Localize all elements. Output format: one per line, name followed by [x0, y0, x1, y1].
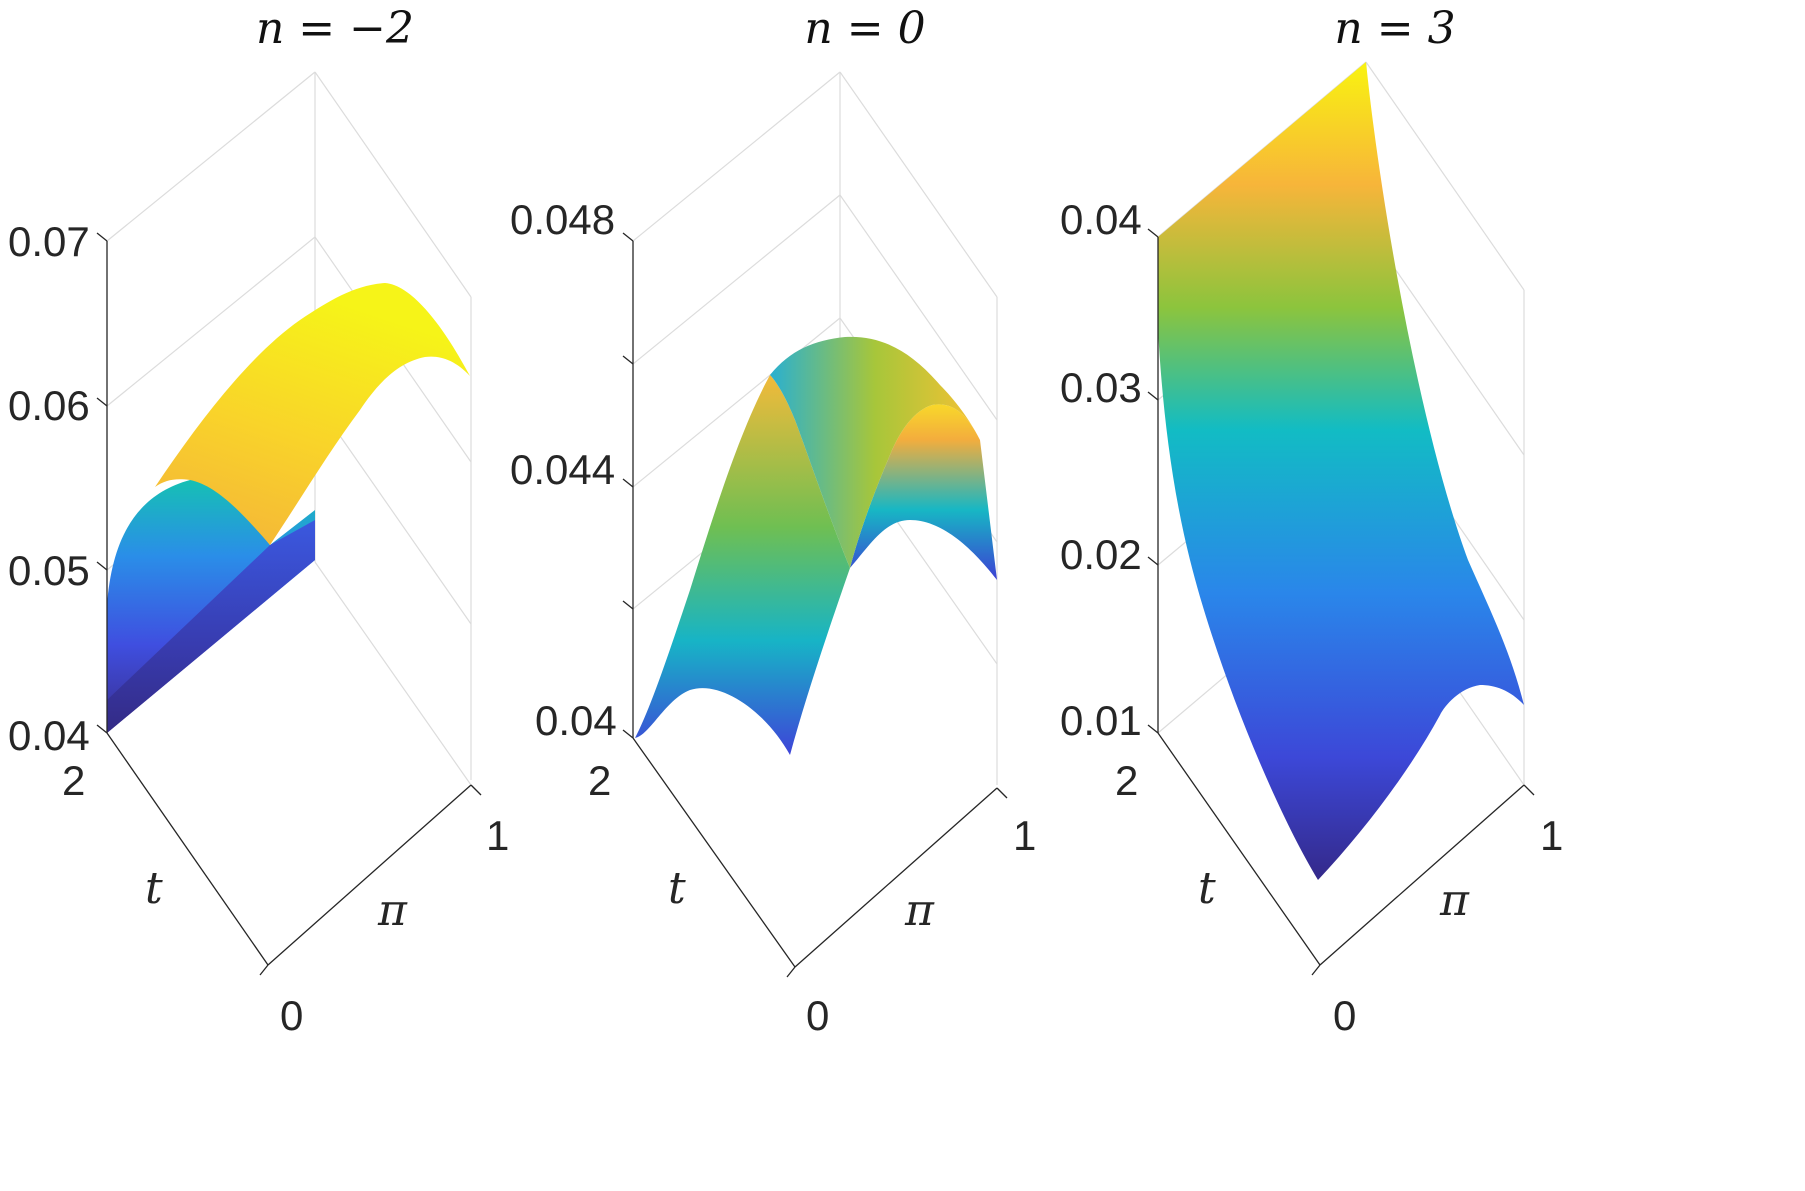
axes-panel-2: [622, 232, 1008, 978]
x-axis-label: π: [377, 885, 408, 936]
plot-panel-2: 0.048 0.044 0.04 2 0 1 t π: [510, 71, 1036, 1039]
x-tick-label: 0: [280, 992, 303, 1039]
t-tick-label: 2: [1115, 757, 1138, 804]
z-tick-label: 0.048: [510, 196, 615, 243]
z-tick-label: 0.06: [8, 382, 90, 429]
surface-face-top-panel-1: [155, 283, 470, 545]
x-tick-label: 1: [1540, 812, 1563, 859]
x-axis-label: π: [904, 885, 935, 936]
surface-face-panel-3: [1158, 62, 1524, 880]
z-tick-label: 0.02: [1060, 531, 1142, 578]
t-axis-label: t: [145, 863, 163, 914]
z-tick-label: 0.01: [1060, 697, 1142, 744]
surface-panel-2: [635, 336, 997, 755]
t-axis-label: t: [668, 863, 686, 914]
plot-panel-3: 0.04 0.03 0.02 0.01 2 0 1 t π: [1060, 61, 1563, 1039]
z-tick-label: 0.04: [535, 697, 617, 744]
x-tick-label: 0: [806, 992, 829, 1039]
surface-panel-1: [107, 283, 470, 733]
t-tick-label: 2: [588, 757, 611, 804]
surface-face-bottom-panel-1: [107, 520, 315, 733]
z-tick-label: 0.05: [8, 547, 90, 594]
t-axis-label: t: [1198, 863, 1216, 914]
axes-panel-3: [1147, 228, 1535, 976]
x-tick-label: 0: [1333, 992, 1356, 1039]
z-tick-label: 0.044: [510, 446, 615, 493]
z-tick-label: 0.03: [1060, 364, 1142, 411]
z-tick-label: 0.04: [1060, 196, 1142, 243]
title-panel-2: n = 0: [804, 3, 925, 54]
surface-face-right-panel-2: [850, 404, 997, 580]
x-axis-label: π: [1439, 875, 1470, 926]
z-tick-label: 0.04: [8, 712, 90, 759]
plot-panel-1: 0.07 0.06 0.05 0.04 2 0 1 t π: [8, 71, 509, 1039]
surface-face-top-panel-2: [770, 336, 980, 568]
z-tick-label: 0.07: [8, 218, 90, 265]
title-panel-3: n = 3: [1334, 3, 1455, 54]
axes-panel-1: [96, 232, 482, 976]
x-tick-label: 1: [1013, 812, 1036, 859]
x-tick-label: 1: [486, 812, 509, 859]
surface-panel-3: [1158, 62, 1524, 880]
title-panel-1: n = −2: [256, 3, 414, 54]
surface-face-left-panel-2: [635, 375, 850, 755]
t-tick-label: 2: [62, 757, 85, 804]
